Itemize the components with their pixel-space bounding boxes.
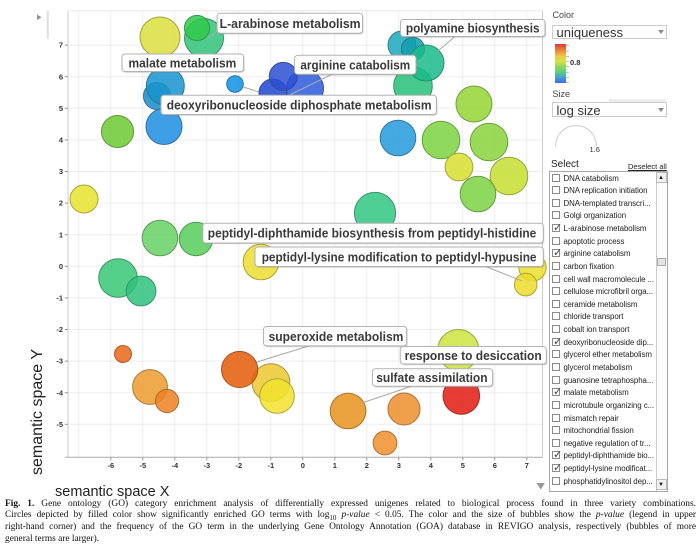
svg-text:response to desiccation: response to desiccation xyxy=(405,348,542,363)
svg-text:-5: -5 xyxy=(56,420,63,429)
svg-text:6: 6 xyxy=(59,72,63,81)
svg-text:2: 2 xyxy=(59,199,63,208)
svg-text:-3: -3 xyxy=(56,357,63,366)
svg-text:-3: -3 xyxy=(203,461,210,470)
svg-text:L-arabinose metabolism: L-arabinose metabolism xyxy=(220,16,361,31)
svg-text:-1: -1 xyxy=(267,461,274,470)
svg-text:deoxyribonucleoside diphosphat: deoxyribonucleoside diphosphate metaboli… xyxy=(167,98,432,113)
svg-text:2: 2 xyxy=(365,461,369,470)
svg-text:0: 0 xyxy=(301,461,305,470)
svg-text:-2: -2 xyxy=(235,461,242,470)
svg-text:5: 5 xyxy=(59,104,63,113)
svg-text:5: 5 xyxy=(461,461,465,470)
svg-text:peptidyl-diphthamide biosynthe: peptidyl-diphthamide biosynthesis from p… xyxy=(208,226,537,241)
svg-text:7: 7 xyxy=(525,461,529,470)
svg-text:-4: -4 xyxy=(56,388,63,397)
svg-text:superoxide metabolism: superoxide metabolism xyxy=(269,329,404,344)
svg-text:3: 3 xyxy=(59,167,63,176)
svg-text:-2: -2 xyxy=(56,325,63,334)
svg-text:6: 6 xyxy=(493,461,497,470)
svg-text:malate metabolism: malate metabolism xyxy=(129,55,237,70)
svg-text:4: 4 xyxy=(429,461,434,470)
svg-text:3: 3 xyxy=(397,461,401,470)
svg-text:7: 7 xyxy=(59,41,63,50)
svg-text:peptidyl-lysine modification t: peptidyl-lysine modification to peptidyl… xyxy=(262,249,537,264)
svg-text:sulfate assimilation: sulfate assimilation xyxy=(376,370,487,385)
svg-text:4: 4 xyxy=(59,136,64,145)
svg-text:0: 0 xyxy=(59,262,63,271)
svg-text:-6: -6 xyxy=(107,461,114,470)
svg-text:1: 1 xyxy=(333,461,337,470)
svg-text:-4: -4 xyxy=(171,461,178,470)
svg-text:polyamine biosynthesis: polyamine biosynthesis xyxy=(406,21,540,36)
svg-text:-5: -5 xyxy=(139,461,146,470)
svg-text:arginine catabolism: arginine catabolism xyxy=(300,57,410,72)
svg-text:1: 1 xyxy=(59,230,63,239)
svg-text:-1: -1 xyxy=(56,294,63,303)
